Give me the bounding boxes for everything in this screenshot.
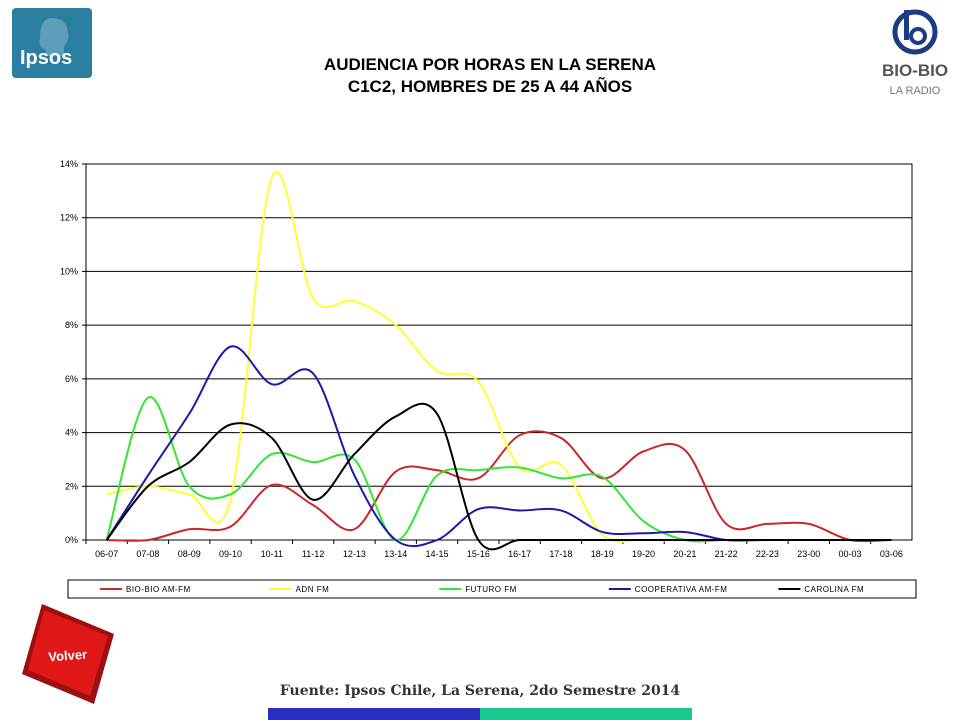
x-tick-label: 13-14 (384, 549, 407, 559)
x-axis-ticks: 06-07 07-08 08-09 09-10 10-11 11-12 12-13 13-14… (85, 540, 903, 559)
series-line-1 (106, 430, 892, 543)
x-tick-label: 15-16 (467, 549, 490, 559)
x-tick-label: 12-13 (343, 549, 366, 559)
x-tick-label: 07-08 (136, 549, 159, 559)
y-tick-label: 6% (65, 374, 78, 384)
biobio-radio-icon: BIO-BIO LA RADIO (882, 9, 948, 97)
source-note: Fuente: Ipsos Chile, La Serena, 2do Seme… (279, 683, 681, 699)
footer-bar-blue (268, 708, 480, 720)
y-tick-label: 14% (60, 159, 78, 169)
chart-gridlines (86, 217, 912, 487)
ipsos-logo: Ipsos (12, 8, 92, 78)
legend-label: ADN FM (296, 585, 330, 594)
y-tick-label: 12% (60, 213, 78, 223)
x-tick-label: 22-23 (756, 549, 779, 559)
chart-title-line2: C1C2, HOMBRES DE 25 A 44 AÑOS (347, 77, 633, 96)
footer-bar-green (480, 708, 692, 720)
x-tick-label: 10-11 (261, 549, 283, 559)
biobio-logo: BIO-BIO LA RADIO (882, 6, 948, 102)
series-line-5 (105, 402, 892, 551)
x-tick-label: 16-17 (508, 549, 531, 559)
chart-legend (67, 579, 917, 599)
chart-title: AUDIENCIA POR HORAS EN LA SERENA C1C2, H… (200, 54, 780, 98)
legend-label: BIO-BIO AM-FM (126, 585, 191, 594)
x-tick-label: 23-00 (797, 549, 820, 559)
y-tick-label: 8% (65, 320, 78, 330)
x-tick-label: 03-06 (880, 549, 903, 559)
x-tick-label: 21-22 (715, 549, 738, 559)
legend-label: FUTURO FM (465, 585, 517, 594)
x-tick-label: 17-18 (549, 549, 572, 559)
x-tick-label: 06-07 (95, 549, 118, 559)
x-tick-label: 18-19 (591, 549, 614, 559)
y-tick-label: 0% (65, 535, 78, 545)
plot-area (85, 163, 913, 541)
back-button-shape: Volver (22, 604, 114, 704)
legend-label: CAROLINA FM (804, 585, 864, 594)
chart-series-lines (105, 171, 892, 551)
x-tick-label: 11-12 (302, 549, 324, 559)
y-tick-label: 2% (65, 481, 78, 491)
biobio-logo-subtext: LA RADIO (890, 85, 941, 97)
y-tick-label: 10% (60, 266, 78, 276)
biobio-logo-text: BIO-BIO (882, 61, 948, 80)
x-tick-label: 00-03 (839, 549, 862, 559)
back-button-label: Volver (48, 647, 88, 665)
chart-title-line1: AUDIENCIA POR HORAS EN LA SERENA (323, 55, 657, 74)
y-axis-ticks: 0% 2% 4% 6% 8% 10% 12% 14% (60, 159, 86, 545)
x-tick-label: 14-15 (426, 549, 449, 559)
ipsos-logo-text: Ipsos (20, 47, 73, 69)
x-tick-label: 19-20 (632, 549, 655, 559)
x-tick-label: 08-09 (178, 549, 201, 559)
back-button[interactable]: Volver (22, 604, 114, 704)
x-tick-label: 09-10 (219, 549, 242, 559)
x-tick-label: 20-21 (673, 549, 696, 559)
y-tick-label: 4% (65, 428, 78, 438)
legend-label: COOPERATIVA AM-FM (635, 585, 728, 594)
legend-entries: BIO-BIO AM-FM ADN FM FUTURO FM COOPERATIVA … (100, 585, 864, 594)
ipsos-head-icon (39, 18, 69, 56)
